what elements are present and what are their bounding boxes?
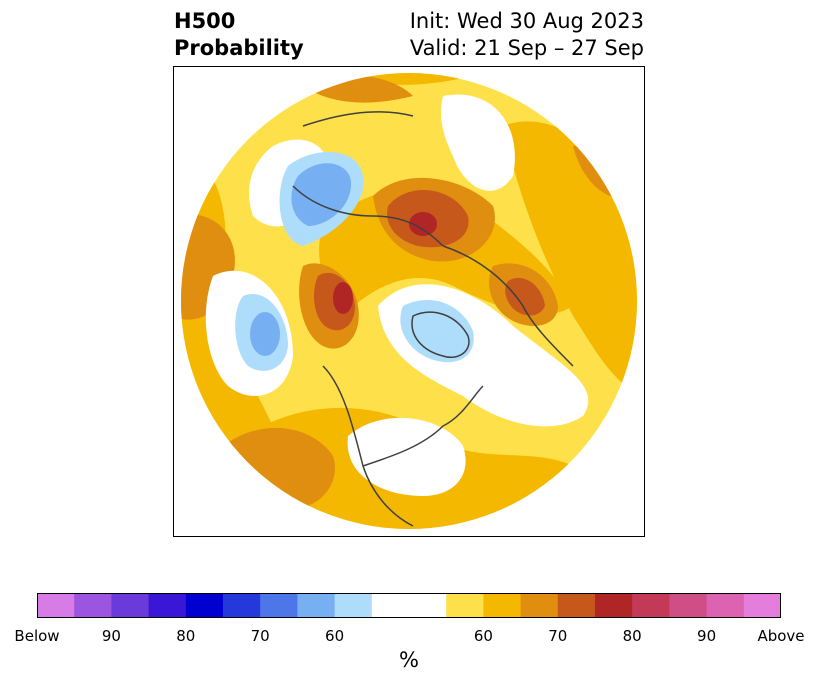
colorbar-tick-label: 90	[101, 627, 121, 645]
colorbar-tick-label: 70	[548, 627, 568, 645]
colorbar-tick-label: 60	[473, 627, 493, 645]
chart-title: H500 Probability	[174, 8, 304, 62]
colorbar-segment	[185, 593, 224, 618]
colorbar-tick-label: Below	[14, 627, 60, 645]
colorbar-segment	[483, 593, 522, 618]
date-info: Init: Wed 30 Aug 2023 Valid: 21 Sep – 27…	[410, 8, 644, 62]
colorbar-tick-label: 80	[176, 627, 196, 645]
dark-orange-region-east	[505, 277, 545, 316]
gold-region-north	[293, 73, 503, 85]
map-frame	[173, 66, 645, 537]
colorbar-segment	[74, 593, 112, 618]
colorbar-segment	[148, 593, 187, 618]
valid-date: Valid: 21 Sep – 27 Sep	[409, 36, 644, 60]
colorbar-tick-label: Above	[757, 627, 805, 645]
red-core-left	[333, 282, 353, 314]
colorbar-segment	[260, 593, 298, 618]
colorbar-segment	[111, 593, 150, 618]
units-label: %	[399, 648, 419, 672]
variable-label: H500	[174, 9, 236, 33]
colorbar-segment	[297, 593, 336, 618]
colorbar-segment	[743, 593, 781, 618]
mid-blue-region-west	[250, 312, 280, 356]
colorbar-tick-label: 70	[250, 627, 270, 645]
colorbar-segment	[223, 593, 261, 618]
colorbar-tick-label: 80	[622, 627, 642, 645]
colorbar-segment	[632, 593, 670, 618]
red-core-center	[409, 212, 437, 236]
white-region-usa	[347, 417, 466, 496]
colorbar-segment	[446, 593, 484, 618]
light-blue-region-greenland	[400, 300, 474, 363]
colorbar	[37, 593, 781, 618]
colorbar-segment	[520, 593, 559, 618]
colorbar-segment	[371, 593, 410, 618]
colorbar-segment	[595, 593, 633, 618]
colorbar-segment	[409, 593, 447, 618]
product-label: Probability	[174, 36, 304, 60]
colorbar-segment	[37, 593, 75, 618]
colorbar-tick-label: 60	[325, 627, 345, 645]
colorbar-segment	[334, 593, 373, 618]
colorbar-tick-label: 90	[697, 627, 717, 645]
colorbar-segment	[557, 593, 596, 618]
polar-probability-map	[173, 66, 645, 537]
coastlines	[292, 111, 574, 527]
white-region-northeast	[441, 94, 515, 191]
colorbar-segment	[669, 593, 708, 618]
colorbar-border	[37, 593, 781, 618]
colorbar-segment	[706, 593, 745, 618]
init-date: Init: Wed 30 Aug 2023	[409, 9, 644, 33]
